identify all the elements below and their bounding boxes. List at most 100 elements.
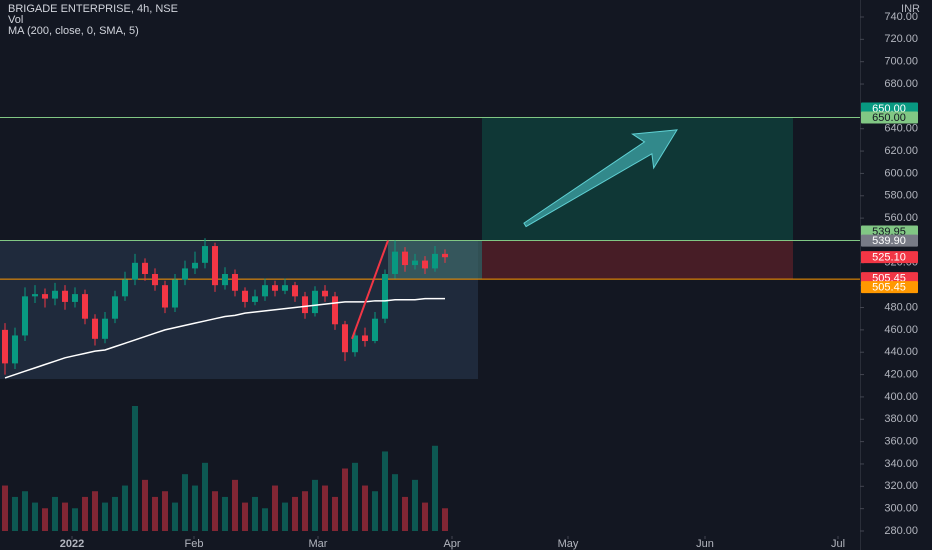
volume-bar [392,474,398,531]
candle-body [362,335,368,342]
y-tick-label: 340.00 [884,458,918,470]
volume-bar [262,508,268,531]
x-tick-label: Jul [831,538,845,550]
volume-bar [302,491,308,531]
volume-bar [122,485,128,531]
x-tick-label: May [558,538,579,550]
volume-bar [282,502,288,531]
candle-body [182,268,188,280]
indicator-label: Vol [8,14,23,26]
candle-body [372,318,378,342]
candle-body [332,296,338,325]
volume-bar [232,479,238,531]
volume-bar [42,508,48,531]
volume-bar [332,496,338,531]
volume-bar [52,496,58,531]
x-tick-label: Mar [309,538,328,550]
y-tick-label: 700.00 [884,56,918,68]
volume-bar [212,491,218,531]
candle-body [242,290,248,302]
y-tick-label: 640.00 [884,123,918,135]
candle-body [12,335,18,364]
price-tag-label: 525.10 [872,252,906,264]
volume-bar [2,485,8,531]
volume-bar [92,491,98,531]
candle-body [112,296,118,319]
y-tick-label: 680.00 [884,78,918,90]
candle-body [222,273,228,286]
candle-body [272,285,278,291]
candle-body [122,279,128,297]
y-tick-label: 620.00 [884,145,918,157]
candle-body [352,335,358,353]
volume-bar [152,496,158,531]
candle-body [312,290,318,314]
candle-body [422,260,428,269]
price-tag-label: 539.90 [872,235,906,247]
volume-bar [32,502,38,531]
volume-bar [272,485,278,531]
volume-bar [102,502,108,531]
candle-body [72,294,78,302]
volume-bar [112,496,118,531]
volume-bar [132,406,138,531]
y-tick-label: 380.00 [884,413,918,425]
y-tick-label: 300.00 [884,503,918,515]
price-tag [861,251,918,264]
volume-bar [72,508,78,531]
y-tick-label: 280.00 [884,525,918,537]
candle-body [82,294,88,319]
y-tick-label: 320.00 [884,480,918,492]
candle-body [262,285,268,297]
volume-bar [312,479,318,531]
y-tick-label: 600.00 [884,167,918,179]
candle-body [252,296,258,302]
y-tick-label: 580.00 [884,190,918,202]
plot-area [0,117,860,531]
price-tag [861,234,918,247]
y-tick-label: 440.00 [884,346,918,358]
y-tick-label: 720.00 [884,33,918,45]
candle-body [32,294,38,297]
y-tick-label: 480.00 [884,301,918,313]
candle-body [322,290,328,297]
volume-bar [202,462,208,531]
volume-bar [182,474,188,531]
currency-label: INR [901,3,920,15]
moving-average [4,297,445,379]
candle-body [402,251,408,266]
chart-title: BRIGADE ENTERPRISE, 4h, NSE [8,3,178,15]
volume-bar [162,491,168,531]
volume-bar [372,491,378,531]
candle-body [202,246,208,263]
candle-body [152,273,158,286]
price-tag [861,225,918,238]
x-tick-label: 2022 [60,538,84,550]
price-tag-label: 650.00 [872,112,906,124]
candle-body [342,324,348,353]
volume-bar [62,502,68,531]
volume-bar [22,491,28,531]
candle-body [132,262,138,280]
arrow [523,129,678,228]
candle-body [22,296,28,336]
candle-body [102,318,108,339]
y-tick-label: 560.00 [884,212,918,224]
candle-body [162,285,168,308]
indicator-label: MA (200, close, 0, SMA, 5) [8,25,139,37]
volume-bar [82,496,88,531]
candle-body [92,318,98,339]
candle-body [392,251,398,274]
candle-body [142,262,148,274]
x-tick-label: Jun [696,538,714,550]
volume-bar [362,485,368,531]
price-tag-label: 505.45 [872,281,906,293]
candle-body [292,285,298,297]
candle-body [212,246,218,286]
volume-bar [242,502,248,531]
volume-bar [192,485,198,531]
candle-body [62,290,68,302]
volume-bar [382,451,388,531]
